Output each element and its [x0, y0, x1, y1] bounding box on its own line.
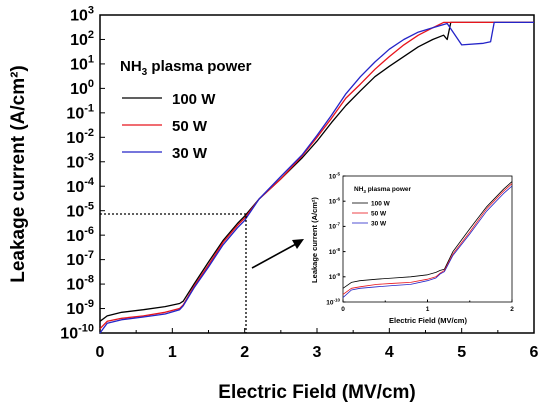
inset-x-axis-title: Electric Field (MV/cm) — [389, 316, 467, 325]
main-x-tick-label: 1 — [168, 344, 177, 361]
main-y-tick-label: 10-6 — [66, 225, 94, 245]
main-y-tick-label: 10-1 — [66, 102, 94, 122]
main-series-group — [99, 21, 534, 334]
inset-y-tick-label: 10-8 — [329, 247, 341, 256]
main-legend-title-subscript: 3 — [142, 67, 148, 78]
inset-legend-title-nh: NH — [354, 186, 364, 193]
inset-y-tick-label: 10-9 — [329, 272, 341, 281]
main-axis-ticks: 0 1 2 3 4 5 610-1010-910-810-710-610-510-410-3… — [60, 5, 538, 361]
main-y-tick-label: 10-8 — [66, 274, 94, 294]
main-y-tick-label: 10-3 — [66, 151, 94, 171]
inset-y-tick-label: 10-5 — [329, 171, 341, 180]
main-y-tick-label: 10-4 — [66, 176, 94, 196]
zoom-region-guide — [100, 213, 247, 333]
inset-chart: Electric Field (MV/cm) Leakage current (… — [307, 170, 525, 325]
inset-y-axis-title: Leakage current (A/cm²) — [310, 197, 319, 283]
inset-y-tick-label: 10-7 — [329, 222, 341, 231]
main-legend-title-nh: NH — [120, 58, 142, 75]
main-y-tick-label: 10-9 — [66, 298, 94, 318]
main-y-tick-label: 100 — [70, 78, 94, 98]
inset-legend-title-rest: plasma power — [366, 186, 412, 193]
inset-legend-label-50w: 50 W — [371, 211, 387, 218]
main-y-tick-label: 10-2 — [66, 127, 94, 147]
inset-x-tick-label: 1 — [426, 306, 430, 313]
main-legend-label-30w: 30 W — [172, 145, 208, 162]
main-y-tick-label: 10-7 — [66, 249, 94, 269]
inset-x-tick-label: 2 — [510, 306, 514, 313]
inset-series-30w-line — [342, 185, 513, 298]
main-x-tick-label: 5 — [457, 344, 466, 361]
main-x-tick-label: 0 — [96, 344, 105, 361]
inset-legend: NH3 plasma power 100 W 50 W 30 W — [352, 186, 412, 228]
inset-y-tick-label: 10-6 — [329, 196, 341, 205]
main-legend-label-100w: 100 W — [172, 91, 216, 108]
main-y-tick-label: 10-10 — [60, 323, 94, 343]
main-y-axis-title: Leakage current (A/cm²) — [8, 65, 29, 283]
inset-y-tick-label: 10-10 — [326, 297, 340, 306]
main-chart: Electric Field (MV/cm) Leakage current (… — [8, 5, 539, 403]
inset-legend-title: NH3 plasma power — [354, 186, 412, 194]
main-legend-title-rest: plasma power — [147, 58, 251, 75]
inset-series-100w-line — [342, 181, 513, 289]
inset-series-50w-line — [342, 183, 513, 295]
main-y-tick-label: 102 — [70, 29, 94, 49]
inset-axis-ticks: 0 1 2 10-10 10-9 10-8 10-7 10-6 10-5 — [326, 171, 514, 313]
main-series-30w-line — [99, 21, 534, 334]
main-x-tick-label: 3 — [313, 344, 322, 361]
inset-pointer-arrowhead — [292, 239, 304, 249]
main-series-50w-line — [99, 21, 534, 330]
main-series-100w-line — [99, 21, 534, 322]
main-legend-title: NH3 plasma power — [120, 58, 252, 78]
main-legend-label-50w: 50 W — [172, 118, 208, 135]
main-x-tick-label: 2 — [240, 344, 249, 361]
inset-pointer-arrow — [251, 243, 297, 269]
main-legend: NH3 plasma power 100 W 50 W 30 W — [120, 58, 252, 162]
main-x-tick-label: 4 — [385, 344, 394, 361]
inset-legend-label-100w: 100 W — [371, 201, 391, 208]
main-y-tick-label: 103 — [70, 5, 94, 25]
inset-legend-title-subscript: 3 — [363, 189, 366, 194]
main-y-tick-label: 101 — [70, 54, 94, 74]
inset-x-tick-label: 0 — [341, 306, 345, 313]
main-x-axis-title: Electric Field (MV/cm) — [218, 382, 415, 403]
main-y-tick-label: 10-5 — [66, 200, 94, 220]
main-x-tick-label: 6 — [530, 344, 539, 361]
inset-legend-label-30w: 30 W — [371, 221, 387, 228]
inset-series-group — [342, 181, 513, 298]
